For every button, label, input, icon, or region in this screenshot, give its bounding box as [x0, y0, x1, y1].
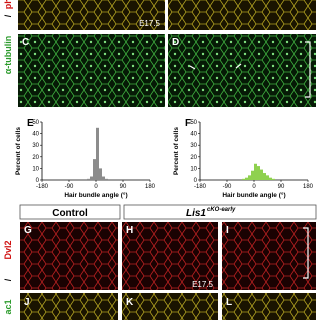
y-tick-label: 30 [32, 143, 39, 149]
y-tick-label: 10 [190, 166, 197, 172]
y-tick-label: 10 [32, 166, 39, 172]
x-tick-label: -90 [65, 184, 74, 190]
x-tick-label: -90 [223, 184, 232, 190]
micrograph [222, 222, 316, 290]
micrograph [122, 293, 218, 320]
group-label: Control [52, 208, 88, 219]
bar [242, 178, 245, 180]
panel-letter: F [185, 118, 191, 129]
y-tick-label: 30 [190, 143, 197, 149]
panel-letter: D [172, 37, 179, 48]
x-tick-label: -180 [36, 184, 49, 190]
bracket [303, 227, 309, 279]
side-label: / [3, 278, 13, 281]
y-tick-label: 40 [32, 132, 39, 138]
micrograph [168, 34, 316, 107]
x-tick-label: 180 [303, 184, 314, 190]
side-label: Dvl2 [3, 240, 13, 259]
panel-letter: J [24, 297, 30, 308]
bracket [305, 41, 311, 98]
bar [87, 178, 90, 180]
panel-letter: I [226, 225, 229, 236]
y-tick-label: 50 [32, 120, 39, 126]
bar [260, 169, 263, 180]
group-box [123, 204, 317, 220]
bar [269, 177, 272, 180]
panel-letter: E [27, 118, 34, 129]
y-tick-label: 0 [36, 178, 40, 184]
bar [254, 163, 257, 180]
x-tick-label: 180 [145, 184, 156, 190]
group-box [19, 204, 121, 220]
side-label: phalloidin [3, 0, 13, 9]
bar [248, 175, 251, 180]
y-axis-label: Percent of cells [173, 127, 180, 175]
x-tick-label: 90 [278, 184, 285, 190]
x-axis-label: Hair bundle angle (°) [222, 191, 285, 199]
bar [266, 175, 269, 180]
stage-label: E17.5 [139, 19, 160, 28]
micrograph [20, 293, 118, 320]
side-label: ac1 [3, 299, 13, 314]
x-tick-label: 90 [120, 184, 127, 190]
arrow [189, 63, 242, 70]
panel-letter: L [226, 297, 232, 308]
bar [99, 168, 102, 180]
panel-letter: C [22, 37, 29, 48]
stage-label: E17.5 [192, 280, 213, 289]
micrograph [168, 0, 316, 30]
bar [272, 178, 275, 180]
y-tick-label: 40 [190, 132, 197, 138]
y-tick-label: 20 [190, 155, 197, 161]
micrograph [222, 293, 316, 320]
bar [257, 166, 260, 180]
bar [90, 176, 93, 180]
micrograph [20, 222, 118, 290]
micrograph [122, 222, 218, 290]
y-tick-label: 20 [32, 155, 39, 161]
x-tick-label: 0 [94, 184, 98, 190]
side-label: / [3, 14, 13, 17]
bar [105, 178, 108, 180]
x-tick-label: 0 [252, 184, 256, 190]
y-axis-label: Percent of cells [15, 127, 22, 175]
side-label: α-tubulin [3, 36, 13, 75]
group-label: cKO-early [207, 207, 236, 213]
bar [263, 173, 266, 180]
x-axis-label: Hair bundle angle (°) [64, 191, 127, 199]
group-label: Lis1 [186, 208, 206, 219]
bar [93, 159, 96, 180]
micrograph [18, 0, 165, 30]
x-tick-label: -180 [194, 184, 207, 190]
panel-letter: H [126, 225, 133, 236]
bar [251, 170, 254, 180]
panel-letter: K [126, 297, 134, 308]
panel-letter: G [24, 225, 32, 236]
bar [96, 127, 99, 180]
bar [102, 176, 105, 180]
micrograph [18, 34, 165, 107]
y-tick-label: 50 [190, 120, 197, 126]
bar [245, 177, 248, 180]
y-tick-label: 0 [194, 178, 198, 184]
